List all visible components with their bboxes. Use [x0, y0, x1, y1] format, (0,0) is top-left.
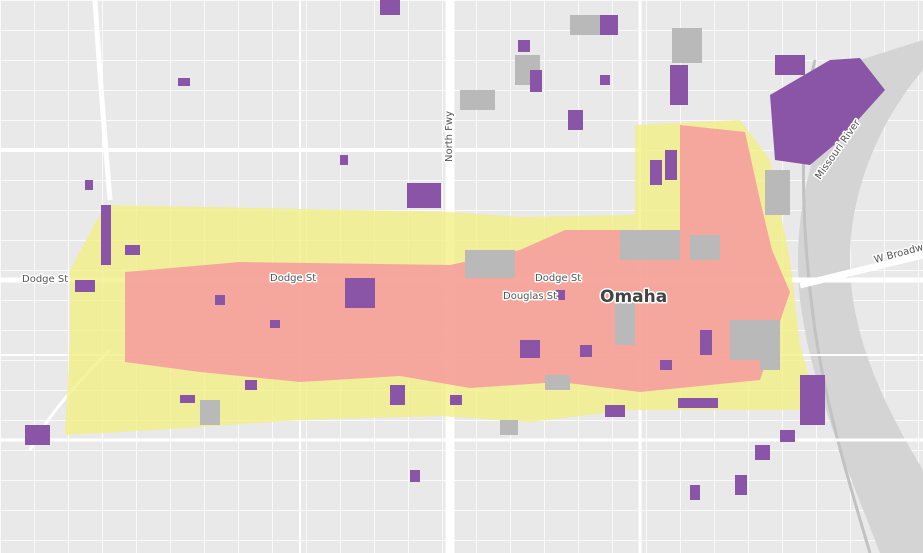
buildings — [200, 15, 790, 435]
street-label: Dodge St — [22, 274, 68, 285]
parcels — [25, 0, 885, 500]
street-label: Douglas St — [503, 291, 557, 302]
street-label: Dodge St — [270, 273, 316, 284]
river — [798, 40, 923, 553]
road-label: North Fwy — [444, 111, 455, 162]
street-label: Dodge St — [535, 273, 581, 284]
city-label: Omaha — [600, 287, 667, 307]
